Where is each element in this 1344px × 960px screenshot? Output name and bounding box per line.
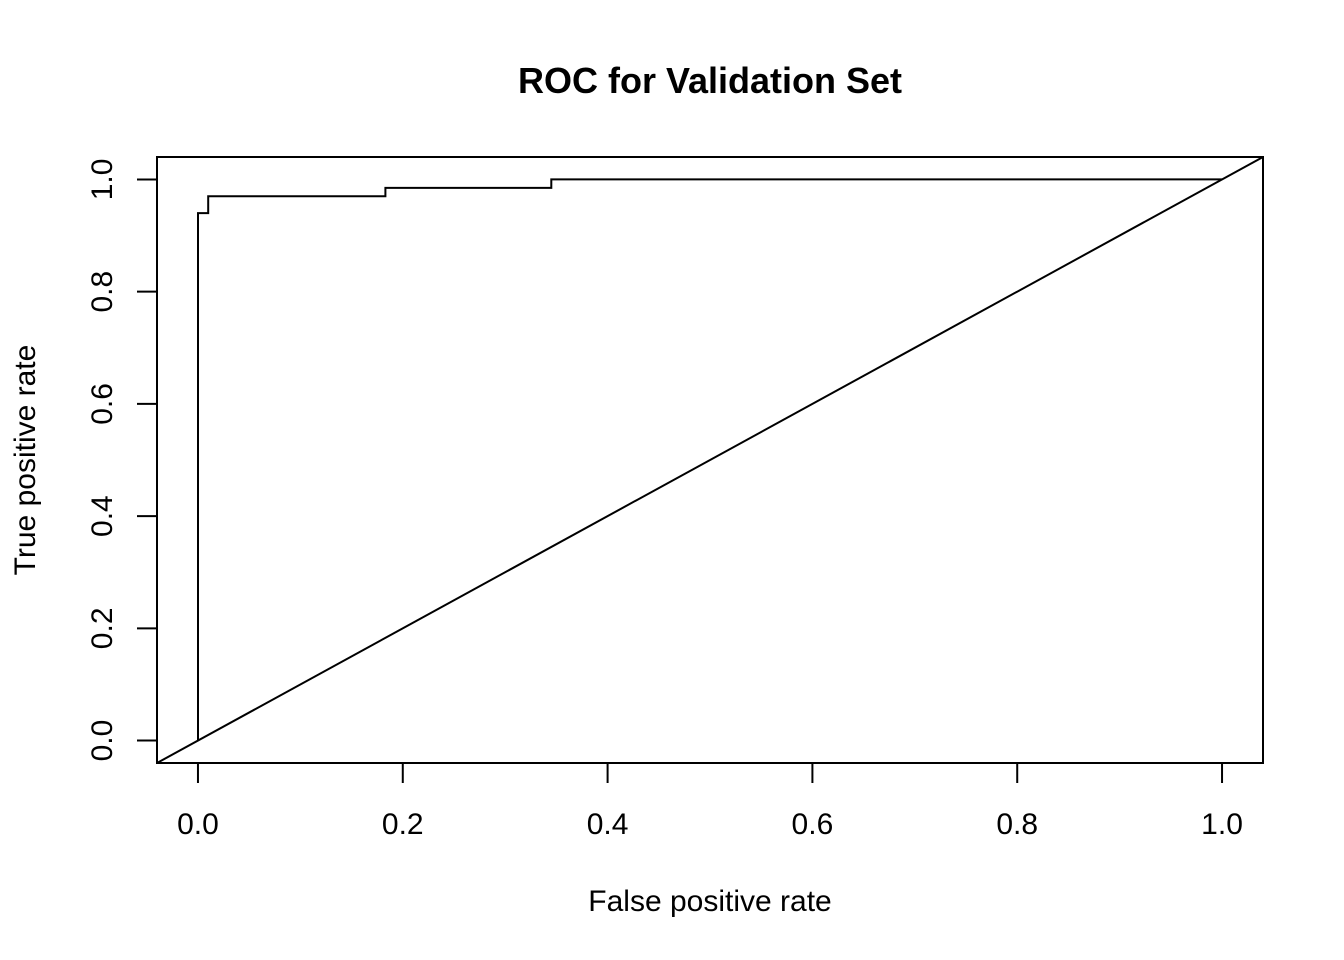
y-tick-label: 0.2 [86, 607, 119, 649]
x-tick-label: 0.2 [382, 808, 424, 841]
y-tick-label: 0.6 [86, 383, 119, 425]
y-axis-label: True positive rate [9, 345, 42, 576]
x-tick-label: 1.0 [1201, 808, 1243, 841]
x-axis-label: False positive rate [588, 885, 831, 918]
reference-diagonal-line [156, 156, 1264, 764]
x-tick-label: 0.0 [177, 808, 219, 841]
x-tick-label: 0.6 [792, 808, 834, 841]
x-tick-label: 0.4 [587, 808, 629, 841]
plot-frame [156, 156, 1264, 764]
chart-title: ROC for Validation Set [518, 60, 902, 101]
y-tick-label: 0.4 [86, 495, 119, 537]
y-tick-label: 1.0 [86, 159, 119, 201]
y-tick-label: 0.0 [86, 720, 119, 762]
series-layer [156, 156, 1264, 764]
y-tick-label: 0.8 [86, 271, 119, 313]
x-axis: 0.0 0.2 0.4 0.6 0.8 1.0 [177, 763, 1243, 841]
y-axis: 0.0 0.2 0.4 0.6 0.8 1.0 [86, 159, 157, 762]
roc-curve-line [197, 178, 1222, 741]
x-tick-label: 0.8 [996, 808, 1038, 841]
